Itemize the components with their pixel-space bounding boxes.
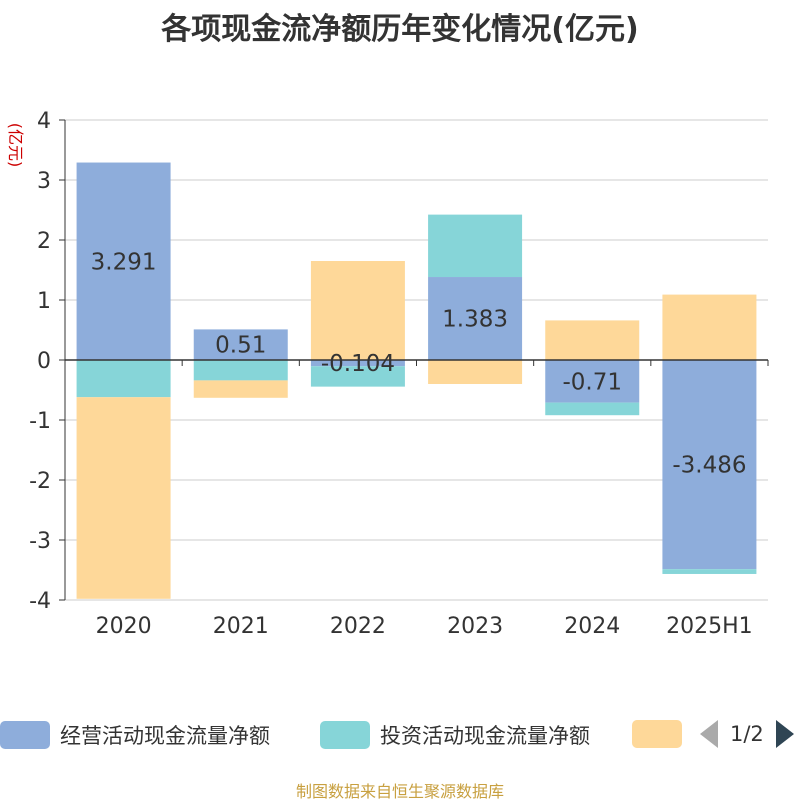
y-tick-label: 3 <box>37 169 51 194</box>
y-tick-label: -1 <box>29 409 51 434</box>
bar-operating[interactable] <box>428 277 523 360</box>
plot-area: 4 3 2 1 0 -1 -2 -3 -4 (亿元) 3.291 0.51 -0.104 1.383 -0.… <box>6 109 769 639</box>
legend-item-operating[interactable]: 经营活动现金流量净额 <box>0 720 270 750</box>
bar-financing[interactable] <box>76 397 171 599</box>
legend-prev-icon[interactable] <box>700 720 718 748</box>
source-note: 制图数据来自恒生聚源数据库 <box>295 782 504 801</box>
bar-investing[interactable] <box>76 360 171 398</box>
legend-label-investing: 投资活动现金流量净额 <box>380 724 590 748</box>
y-tick-label: 4 <box>37 109 51 134</box>
legend-label-operating: 经营活动现金流量净额 <box>60 724 270 748</box>
bar-financing[interactable] <box>662 294 757 360</box>
bar-operating[interactable] <box>76 162 171 360</box>
y-tick-label: 2 <box>37 229 51 254</box>
y-tick-label: 1 <box>37 289 51 314</box>
bar-investing[interactable] <box>428 214 523 278</box>
data-label: -0.71 <box>562 369 622 395</box>
bar-investing[interactable] <box>662 569 757 574</box>
legend-page-indicator: 1/2 <box>730 722 764 746</box>
bar-operating[interactable] <box>545 360 640 403</box>
x-tick-label: 2023 <box>447 614 503 639</box>
x-tick-label: 2022 <box>330 614 386 639</box>
data-label: -3.486 <box>672 453 746 479</box>
bar-financing[interactable] <box>310 261 405 360</box>
legend-next-icon[interactable] <box>775 720 794 748</box>
x-tick-label: 2025H1 <box>666 614 753 639</box>
legend-item-financing[interactable] <box>632 720 692 748</box>
y-tick-label: -2 <box>29 469 51 494</box>
y-tick-label: -4 <box>29 589 51 614</box>
bar-investing[interactable] <box>545 402 640 416</box>
y-tick-label: 0 <box>37 349 51 374</box>
legend-swatch-financing <box>632 720 682 748</box>
x-tick-label: 2024 <box>564 614 620 639</box>
y-tick-label: -3 <box>29 529 51 554</box>
bar-operating[interactable] <box>662 360 757 570</box>
data-label: -0.104 <box>321 351 395 377</box>
data-label: 0.51 <box>215 333 266 359</box>
bar-financing[interactable] <box>428 360 523 384</box>
legend: 经营活动现金流量净额 投资活动现金流量净额 1/2 <box>0 712 800 756</box>
bar-investing[interactable] <box>193 360 288 381</box>
legend-pager: 1/2 <box>700 720 794 748</box>
x-tick-label: 2021 <box>213 614 269 639</box>
bar-operating[interactable] <box>310 360 405 367</box>
legend-swatch-investing <box>320 721 370 749</box>
legend-swatch-operating <box>0 721 50 749</box>
legend-item-investing[interactable]: 投资活动现金流量净额 <box>320 720 590 750</box>
data-label: 3.291 <box>91 249 157 275</box>
x-tick-label: 2020 <box>96 614 152 639</box>
bar-investing[interactable] <box>310 366 405 387</box>
bar-financing[interactable] <box>193 380 288 398</box>
bar-operating[interactable] <box>193 329 288 360</box>
y-axis-title: (亿元) <box>6 123 25 168</box>
data-label: 1.383 <box>442 307 508 333</box>
bar-financing[interactable] <box>545 320 640 360</box>
chart-title: 各项现金流净额历年变化情况(亿元) <box>161 12 639 47</box>
